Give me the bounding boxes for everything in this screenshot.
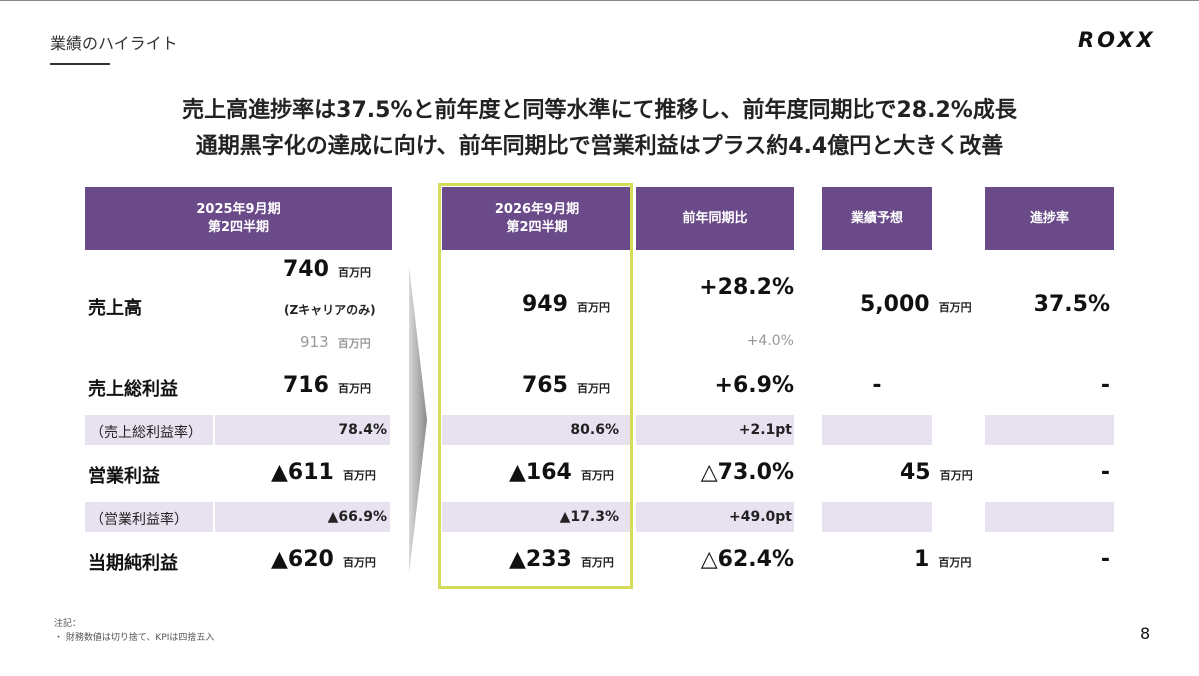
- sales-prev-sub: 913 百万円: [300, 333, 371, 351]
- current-period-highlight: [438, 183, 633, 589]
- section-title-underline: [50, 63, 110, 65]
- row-label-gross-margin: （売上総利益率）: [90, 425, 202, 441]
- row-label-operating-income: 営業利益: [88, 466, 160, 487]
- gross-prev: 716 百万円: [283, 373, 372, 398]
- op-progress: -: [1100, 460, 1110, 485]
- row-label-operating-margin: （営業利益率）: [90, 512, 188, 528]
- gross-margin-curr: 80.6%: [570, 422, 619, 438]
- company-logo: ROXX: [1078, 28, 1156, 52]
- band-op-margin-prev: [85, 502, 390, 532]
- net-forecast: 1 百万円: [914, 547, 972, 572]
- net-yoy: △62.4%: [700, 547, 794, 572]
- sales-yoy: +28.2%: [699, 275, 794, 300]
- header-forecast: 業績予想: [822, 187, 932, 250]
- op-margin-curr: ▲17.3%: [559, 509, 619, 525]
- band-gross-margin-curr: [442, 415, 632, 445]
- page-number: 8: [1140, 624, 1151, 643]
- op-yoy: △73.0%: [700, 460, 794, 485]
- band-op-margin-forecast: [822, 502, 932, 532]
- sales-yoy-sub: +4.0%: [746, 333, 794, 349]
- header-progress: 進捗率: [985, 187, 1114, 250]
- net-prev: ▲620 百万円: [271, 547, 376, 572]
- band-gross-margin-yoy: [636, 415, 794, 445]
- op-margin-yoy: +49.0pt: [729, 509, 792, 525]
- op-curr: ▲164 百万円: [509, 460, 614, 485]
- row-label-sales: 売上高: [88, 298, 142, 319]
- op-prev: ▲611 百万円: [271, 460, 376, 485]
- band-gross-margin-progress: [985, 415, 1114, 445]
- gross-curr: 765 百万円: [522, 373, 611, 398]
- band-op-margin-yoy: [636, 502, 794, 532]
- net-curr: ▲233 百万円: [509, 547, 614, 572]
- header-yoy: 前年同期比: [636, 187, 794, 250]
- top-divider: [0, 0, 1199, 1]
- sales-prev-main: 740 百万円: [283, 257, 372, 282]
- band-op-margin-progress: [985, 502, 1114, 532]
- sales-curr: 949 百万円: [522, 292, 611, 317]
- band-gross-margin-prev: [85, 415, 390, 445]
- note-heading: 注記：: [54, 619, 82, 629]
- gross-margin-yoy: +2.1pt: [738, 422, 792, 438]
- header-prev-period: 2025年9月期 第2四半期: [85, 187, 392, 250]
- band-gross-margin-forecast: [822, 415, 932, 445]
- header-current-period: 2026年9月期 第2四半期: [442, 187, 632, 250]
- gross-margin-prev: 78.4%: [338, 422, 387, 438]
- sales-progress: 37.5%: [1033, 292, 1110, 317]
- op-margin-prev: ▲66.9%: [327, 509, 387, 525]
- row-label-net-income: 当期純利益: [88, 553, 178, 574]
- band-op-margin-curr: [442, 502, 632, 532]
- op-forecast: 45 百万円: [900, 460, 973, 485]
- gross-yoy: +6.9%: [714, 373, 794, 398]
- gross-forecast: -: [872, 373, 882, 398]
- section-title: 業績のハイライト: [50, 34, 178, 53]
- headline-line-2: 通期黒字化の達成に向け、前年同期比で営業利益はプラス約4.4億円と大きく改善: [195, 134, 1004, 159]
- arrow-right-icon: [409, 266, 427, 574]
- sales-prev-note: (Zキャリアのみ): [284, 303, 376, 317]
- row-label-gross-profit: 売上総利益: [88, 379, 178, 400]
- net-progress: -: [1100, 547, 1110, 572]
- sales-forecast: 5,000 百万円: [860, 292, 972, 317]
- note-line: ・ 財務数値は切り捨て、KPIは四捨五入: [54, 633, 215, 643]
- headline-line-1: 売上高進捗率は37.5%と前年度と同等水準にて推移し、前年度同期比で28.2%成…: [182, 98, 1017, 123]
- gross-progress: -: [1100, 373, 1110, 398]
